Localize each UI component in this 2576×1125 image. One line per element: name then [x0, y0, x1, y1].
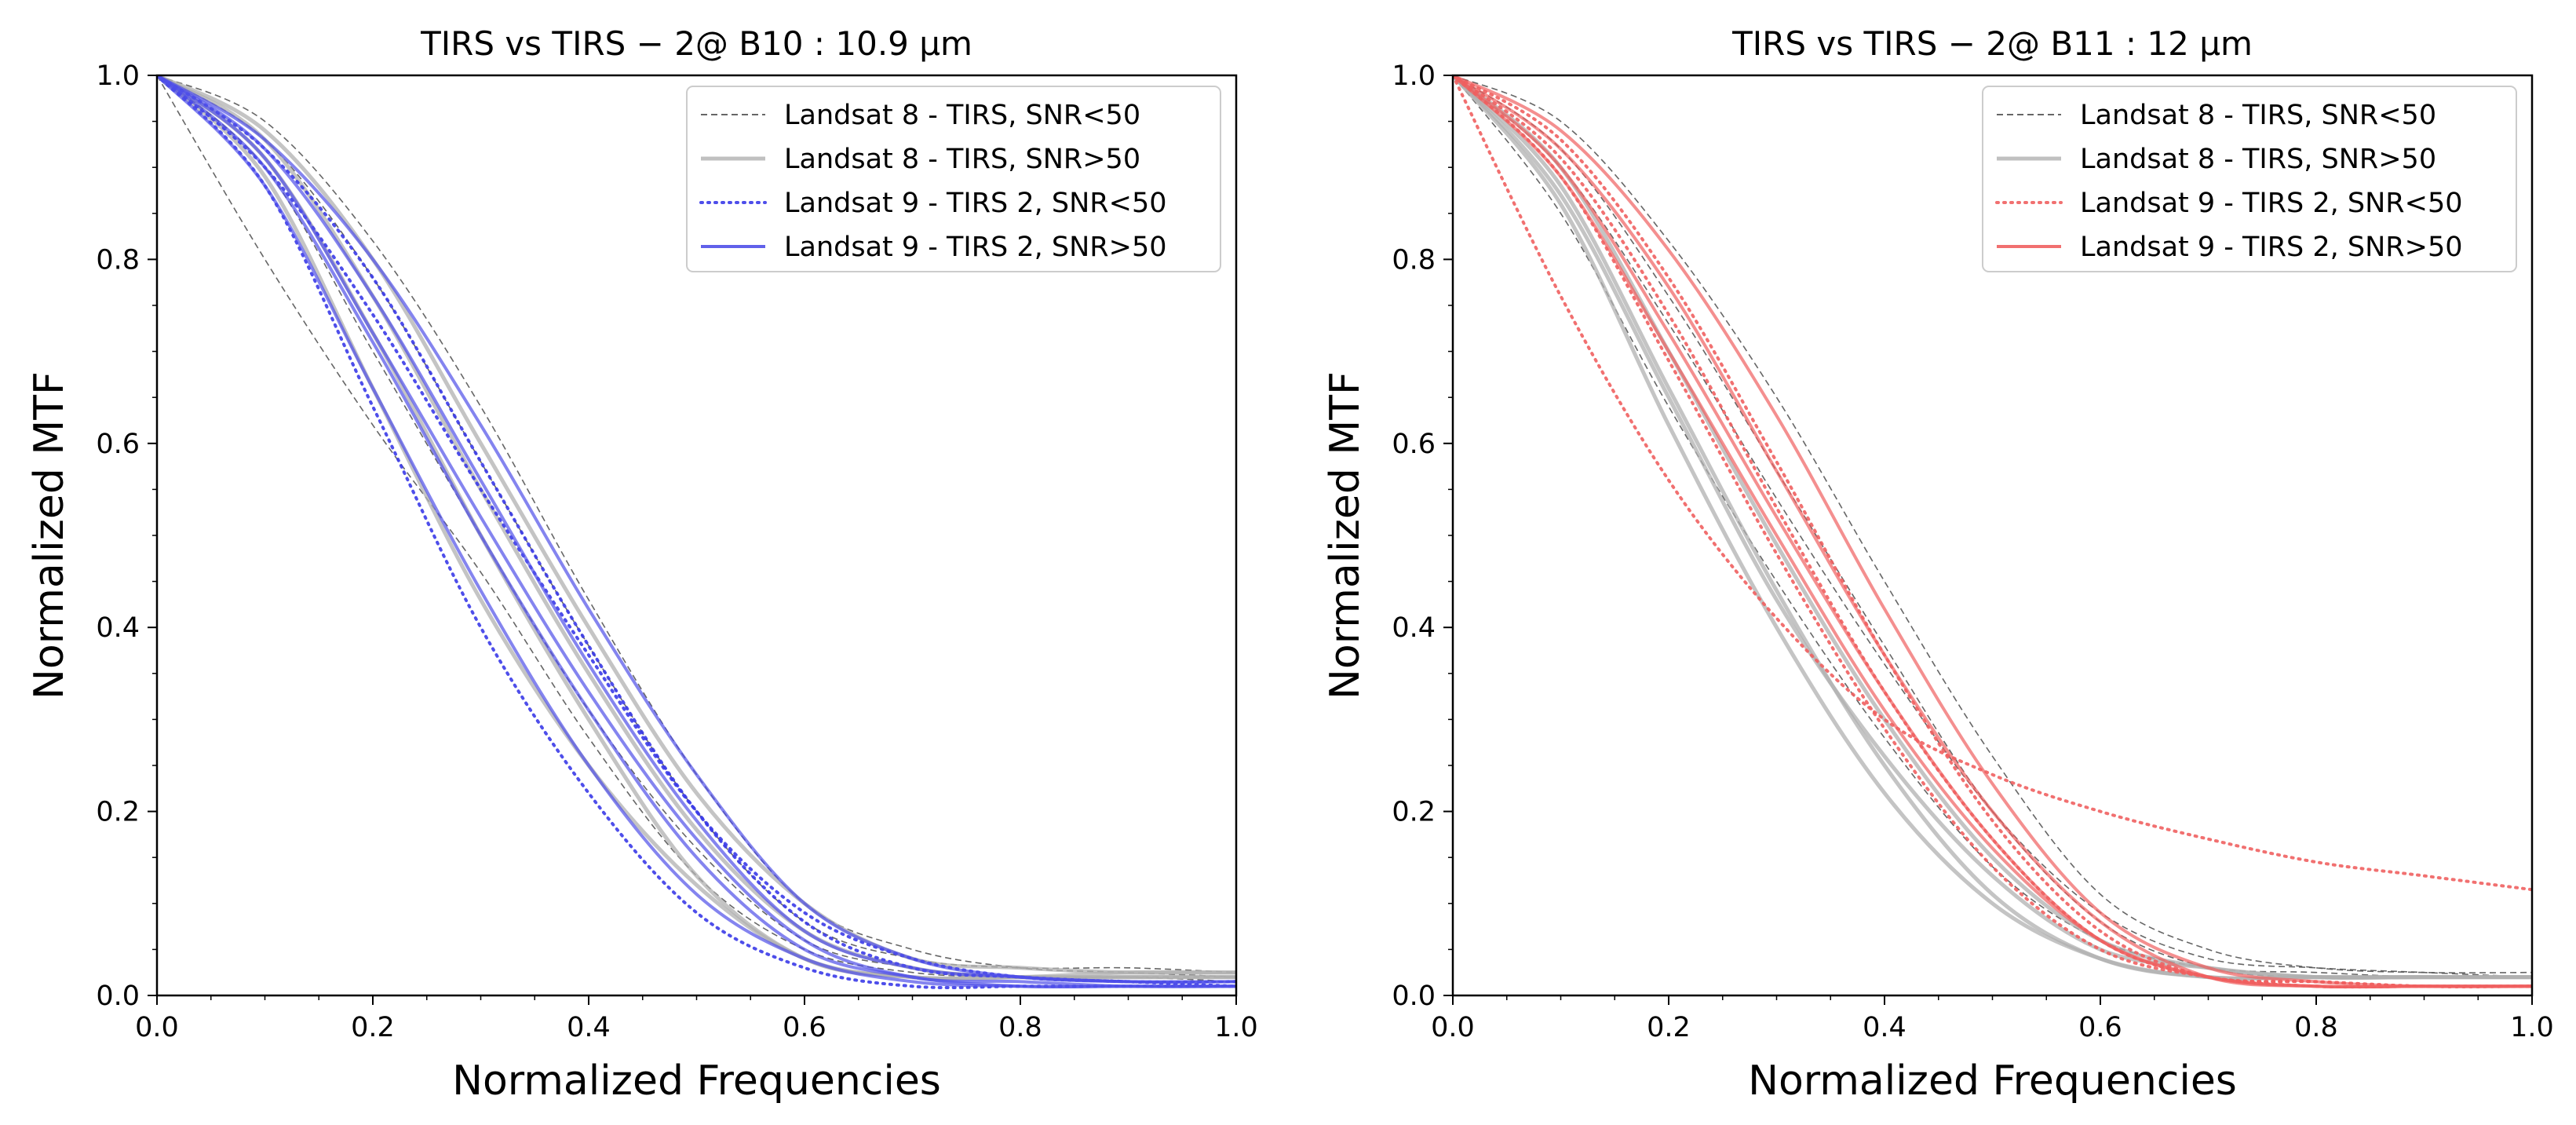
series-line-8: [157, 75, 1236, 975]
legend-label: Landsat 9 - TIRS 2, SNR>50: [784, 232, 1167, 263]
x-tick-label: 0.4: [567, 1012, 611, 1043]
legend-label: Landsat 9 - TIRS 2, SNR>50: [2080, 232, 2463, 263]
chart-panel-1: 0.0 0.2 0.4 0.6 0.8 1.0 0.0 0.2 0.4 0.6 0.8 1.0 TIRS…: [26, 24, 1258, 1105]
series-line-1: [1453, 75, 2532, 979]
series-line-9: [157, 75, 1236, 990]
y-tick-label: 1.0: [96, 60, 140, 92]
x-axis-label: Normalized Frequencies: [1748, 1057, 2237, 1105]
series-line-2: [1453, 75, 2532, 973]
series-line-16: [1453, 75, 2532, 989]
legend-label: Landsat 9 - TIRS 2, SNR<50: [784, 188, 1167, 219]
y-tick-label: 0.8: [1392, 244, 1436, 276]
series-line-11: [157, 75, 1236, 984]
series-group: [157, 75, 1236, 990]
series-line-16: [157, 75, 1236, 988]
legend-label: Landsat 8 - TIRS, SNR>50: [784, 144, 1140, 175]
chart-title: TIRS vs TIRS − 2@ B11 : 12 μm: [1731, 24, 2253, 63]
y-tick-label: 0.6: [1392, 429, 1436, 460]
y-tick-label: 0.4: [96, 612, 140, 644]
series-line-8: [1453, 75, 2532, 980]
y-tick-label: 0.4: [1392, 612, 1436, 644]
x-tick-label: 0.0: [1431, 1012, 1475, 1043]
legend-label: Landsat 9 - TIRS 2, SNR<50: [2080, 188, 2463, 219]
chart-panel-2: 0.0 0.2 0.4 0.6 0.8 1.0 0.0 0.2 0.4 0.6 0.8 1.0 TIRS…: [1322, 24, 2554, 1105]
legend-label: Landsat 8 - TIRS, SNR<50: [784, 100, 1140, 131]
x-tick-label: 0.2: [1647, 1012, 1691, 1043]
y-tick-label: 0.2: [96, 797, 140, 828]
legend-box: [1982, 86, 2517, 272]
series-line-13: [1453, 75, 2532, 988]
x-tick-label: 0.0: [135, 1012, 179, 1043]
x-tick-label: 0.8: [998, 1012, 1042, 1043]
series-line-14: [157, 75, 1236, 988]
legend: Landsat 8 - TIRS, SNR<50 Landsat 8 - TIRS…: [686, 86, 1221, 272]
chart-title: TIRS vs TIRS − 2@ B10 : 10.9 μm: [420, 24, 972, 63]
legend: Landsat 8 - TIRS, SNR<50 Landsat 8 - TIRS…: [1982, 86, 2517, 272]
x-axis-label: Normalized Frequencies: [452, 1057, 941, 1105]
y-tick-label: 0.0: [1392, 981, 1436, 1012]
legend-label: Landsat 8 - TIRS, SNR>50: [2080, 144, 2436, 175]
x-tick-label: 0.6: [2078, 1012, 2122, 1043]
y-tick-label: 1.0: [1392, 60, 1436, 92]
y-tick-label: 0.6: [96, 429, 140, 460]
y-tick-label: 0.8: [96, 244, 140, 276]
series-group: [1453, 75, 2532, 989]
y-axis-label: Normalized MTF: [1322, 371, 1369, 699]
legend-label: Landsat 8 - TIRS, SNR<50: [2080, 100, 2436, 131]
x-tick-label: 0.6: [783, 1012, 826, 1043]
x-tick-label: 0.2: [351, 1012, 395, 1043]
legend-box: [686, 86, 1221, 272]
x-tick-label: 1.0: [2510, 1012, 2554, 1043]
x-tick-label: 0.8: [2294, 1012, 2338, 1043]
series-line-9: [1453, 75, 2532, 892]
x-tick-label: 1.0: [1214, 1012, 1258, 1043]
series-line-4: [157, 75, 1236, 983]
y-tick-label: 0.2: [1392, 797, 1436, 828]
series-line-15: [157, 75, 1236, 984]
y-axis-label: Normalized MTF: [26, 371, 73, 699]
x-tick-label: 0.4: [1863, 1012, 1906, 1043]
y-tick-label: 0.0: [96, 981, 140, 1012]
